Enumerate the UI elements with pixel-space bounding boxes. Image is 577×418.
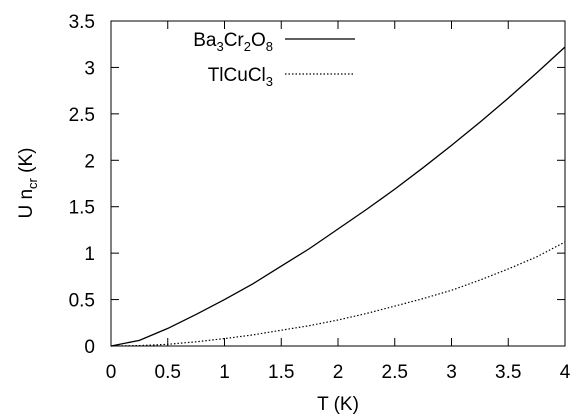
- legend-label-text: O: [251, 30, 266, 51]
- legend-label-text: TlCuCl: [208, 65, 266, 86]
- legend-label-subscript: 2: [244, 39, 251, 54]
- y-tick-label: 3.5: [69, 12, 95, 33]
- y-tick-label: 3: [84, 58, 95, 79]
- legend-label-subscript: 3: [216, 39, 223, 54]
- plot-frame: [110, 20, 566, 347]
- y-axis-label: U ncr (K): [16, 147, 40, 218]
- x-tick-label: 0: [106, 362, 117, 383]
- y-axis-label-unit: (K): [16, 147, 37, 178]
- legend-label-text: Ba: [193, 30, 217, 51]
- y-tick-label: 1.5: [69, 198, 95, 219]
- x-tick-label: 2: [333, 362, 344, 383]
- plot-area: 0 0.5 1 1.5 2 2.5 3 3.5 4 0 0.5 1 1.5 2 2.5 3 3.5: [69, 12, 571, 383]
- legend-label-2: TlCuCl3: [208, 65, 273, 89]
- y-axis-label-main: U n: [16, 189, 37, 219]
- x-tick-label: 1: [219, 362, 230, 383]
- x-tick-label: 3.5: [495, 362, 521, 383]
- legend-label-1: Ba3Cr2O8: [193, 30, 273, 54]
- x-tick-label: 0.5: [155, 362, 181, 383]
- legend-label-subscript: 8: [266, 39, 273, 54]
- x-tick-label: 1.5: [268, 362, 294, 383]
- series-line-1: [110, 46, 566, 347]
- y-tick-label: 2.5: [69, 105, 95, 126]
- y-tick-label: 2: [84, 151, 95, 172]
- series-line-2: [110, 241, 566, 347]
- x-tick-label: 4: [560, 362, 571, 383]
- x-tick-label: 2.5: [382, 362, 408, 383]
- y-tick-label: 1: [84, 244, 95, 265]
- x-axis-label: T (K): [317, 394, 359, 415]
- y-axis-ticks: 0 0.5 1 1.5 2 2.5 3 3.5: [69, 12, 565, 358]
- y-tick-label: 0.5: [69, 291, 95, 312]
- legend-label-text: Cr: [224, 30, 245, 51]
- y-tick-label: 0: [84, 337, 95, 358]
- legend-label-subscript: 3: [266, 74, 273, 89]
- series-layer: [110, 46, 566, 347]
- y-axis-label-sub: cr: [25, 177, 40, 189]
- x-tick-label: 3: [446, 362, 457, 383]
- x-axis-ticks: 0 0.5 1 1.5 2 2.5 3 3.5 4: [106, 21, 571, 383]
